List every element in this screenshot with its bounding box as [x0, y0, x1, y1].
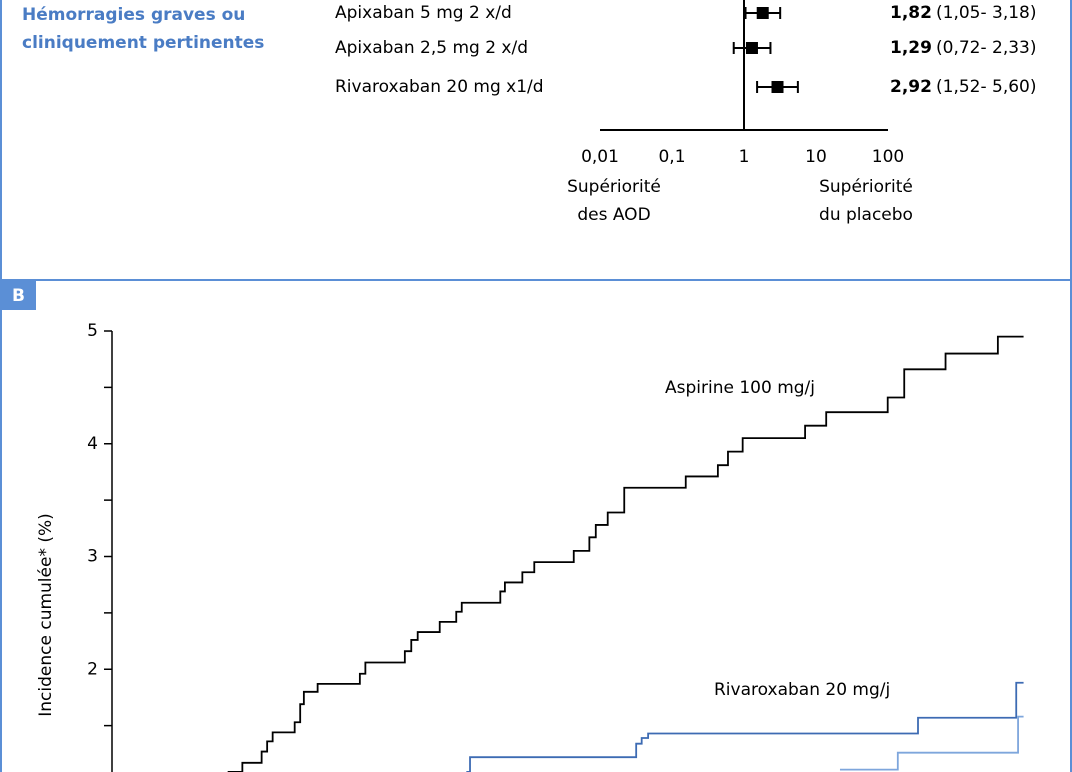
x-tick-label: 0,1 [658, 147, 685, 167]
interval-label: (1,05- 3,18) [936, 3, 1037, 23]
value-label: 1,82 [890, 3, 932, 23]
estimate-marker [771, 81, 784, 93]
value-label: 1,29 [890, 38, 932, 58]
x-tick-label: 100 [872, 147, 904, 167]
y-tick-label: 5 [87, 321, 98, 341]
x-tick-label: 10 [805, 147, 827, 167]
annotation: des AOD [577, 205, 650, 225]
x-tick-label: 1 [739, 147, 750, 167]
estimate-marker [756, 7, 769, 19]
panel-b-frame [0, 279, 1072, 772]
y-tick-label: 3 [87, 547, 98, 567]
estimate-marker [745, 42, 758, 54]
row-label: Apixaban 2,5 mg 2 x/d [335, 38, 528, 58]
group-label: Hémorragies graves ou [22, 5, 245, 25]
series-label: Rivaroxaban 20 mg/j [714, 680, 890, 700]
series-line [466, 681, 1024, 772]
y-tick-label: 4 [87, 434, 98, 454]
series-label: Aspirine 100 mg/j [665, 378, 815, 398]
y-axis-label: Incidence cumulée* (%) [36, 513, 56, 717]
series-line [227, 335, 1024, 772]
panel-b-badge [0, 281, 36, 310]
x-tick-label: 0,01 [581, 147, 619, 167]
interval-label: (0,72- 2,33) [936, 38, 1037, 58]
annotation: du placebo [819, 205, 913, 225]
annotation: Supériorité [567, 177, 661, 197]
series-line [839, 715, 1024, 771]
annotation: Supériorité [819, 177, 913, 197]
interval-label: (1,52- 5,60) [936, 77, 1037, 97]
panel-label: B [12, 286, 25, 306]
row-label: Apixaban 5 mg 2 x/d [335, 3, 512, 23]
row-label: Rivaroxaban 20 mg x1/d [335, 77, 544, 97]
y-tick-label: 2 [87, 659, 98, 679]
value-label: 2,92 [890, 77, 932, 97]
group-label: cliniquement pertinentes [22, 33, 264, 53]
